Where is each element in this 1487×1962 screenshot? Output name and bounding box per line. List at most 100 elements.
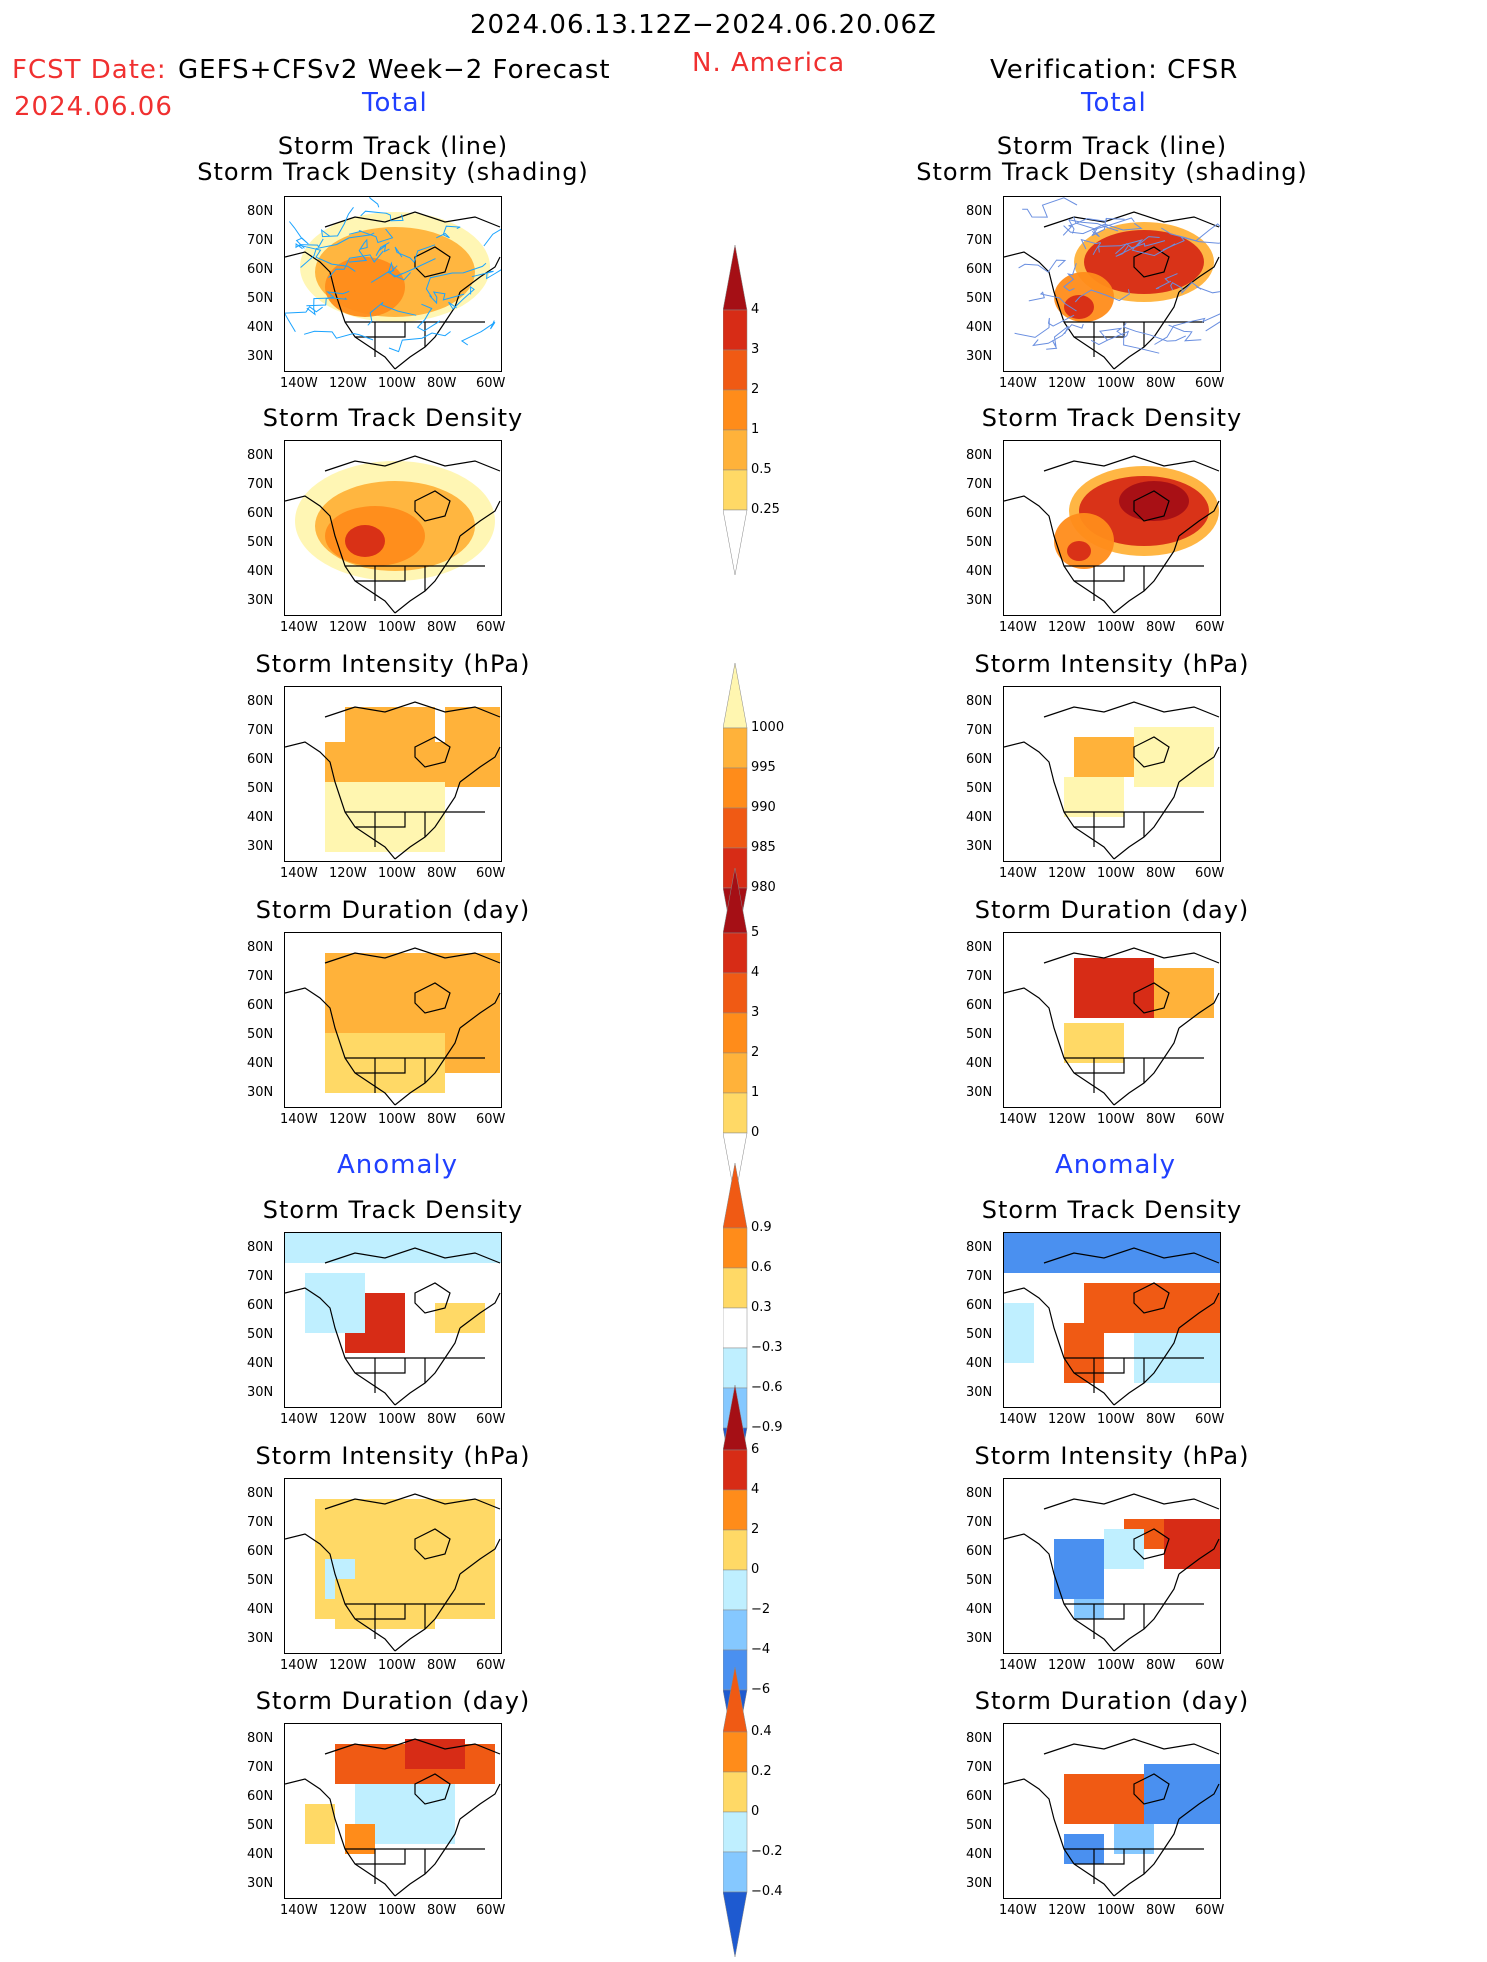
lon-tick-label: 140W	[999, 1412, 1037, 1427]
lat-tick-label: 60N	[247, 1544, 274, 1559]
coastline	[1113, 291, 1180, 370]
colorbar-segment	[723, 1012, 748, 1054]
lat-tick-label: 40N	[247, 564, 274, 579]
colorbar-segment	[723, 1162, 748, 1229]
lat-tick-label: 30N	[247, 839, 274, 854]
lon-tick-label: 140W	[999, 376, 1037, 391]
lon-tick-label: 140W	[280, 376, 318, 391]
lat-tick-label: 50N	[966, 535, 993, 550]
panel-title: Storm Intensity (hPa)	[255, 1442, 531, 1470]
storm-track-line	[348, 228, 394, 244]
storm-track-line	[1073, 216, 1125, 237]
verification-label: Verification: CFSR	[990, 55, 1239, 85]
coastline	[355, 566, 426, 601]
storm-track-line	[375, 242, 390, 256]
coastline	[355, 812, 426, 847]
coastline	[324, 455, 501, 472]
colorbar-tick-label: 1	[751, 1085, 760, 1100]
coastline	[355, 1604, 426, 1639]
storm-track-line	[328, 250, 384, 279]
lon-tick-label: 100W	[1097, 376, 1135, 391]
lat-tick-label: 40N	[247, 810, 274, 825]
lon-tick-label: 80W	[1146, 376, 1176, 391]
panel-title: Storm Track Density	[981, 1196, 1243, 1224]
colorbar-tick-label: 1000	[751, 720, 785, 735]
density-colorbar	[723, 244, 748, 576]
coastline	[1178, 746, 1220, 783]
lat-tick-label: 70N	[247, 1269, 274, 1284]
lat-tick-label: 30N	[247, 1385, 274, 1400]
colorbar-tick-label: −6	[751, 1682, 771, 1697]
storm-track-line	[1080, 238, 1102, 256]
coastline	[1043, 1247, 1220, 1264]
lat-tick-label: 70N	[966, 723, 993, 738]
lon-tick-label: 80W	[427, 376, 457, 391]
coastline	[1133, 736, 1170, 768]
density-shade	[1067, 541, 1091, 561]
colorbar-segment	[723, 1609, 748, 1651]
coastline	[1113, 1573, 1180, 1652]
lon-tick-label: 140W	[999, 1658, 1037, 1673]
lat-tick-label: 30N	[966, 1085, 993, 1100]
lon-tick-label: 100W	[1097, 1412, 1135, 1427]
storm-track-line	[1063, 222, 1143, 235]
lon-tick-label: 100W	[378, 1412, 416, 1427]
colorbar-tick-label: 985	[751, 840, 776, 855]
coastline	[394, 1818, 461, 1897]
colorbar-tick-label: −0.4	[751, 1884, 783, 1899]
lon-tick-label: 100W	[378, 1112, 416, 1127]
storm-track-line	[303, 330, 374, 341]
lat-tick-label: 30N	[966, 839, 993, 854]
lon-tick-label: 140W	[280, 866, 318, 881]
coastline	[324, 1738, 501, 1755]
colorbar-segment	[723, 389, 748, 431]
storm-track-line	[394, 244, 436, 264]
coastline	[414, 982, 451, 1014]
grid-cell-shade	[1134, 727, 1214, 787]
storm-track-line	[483, 228, 501, 247]
lon-tick-label: 140W	[999, 866, 1037, 881]
lon-tick-label: 60W	[1195, 866, 1225, 881]
coastline	[414, 246, 451, 278]
storm-track-line	[348, 238, 368, 263]
lon-tick-label: 80W	[427, 620, 457, 635]
colorbar-segment	[723, 509, 748, 576]
coastline	[1133, 1773, 1170, 1805]
coastline	[394, 781, 461, 860]
lat-tick-label: 40N	[966, 810, 993, 825]
grid-cell-shade	[1104, 1529, 1144, 1569]
lat-tick-label: 70N	[247, 1515, 274, 1530]
grid-cell-shade	[1054, 1539, 1104, 1599]
panel-title: Storm Track Density	[981, 404, 1243, 432]
colorbar-segment	[723, 1811, 748, 1853]
forecast-map-panel	[284, 932, 502, 1108]
storm-track-line	[1074, 289, 1130, 303]
lat-tick-label: 70N	[247, 233, 274, 248]
coastline	[355, 322, 426, 357]
colorbar-segment	[723, 1267, 748, 1309]
storm-track-line	[1196, 286, 1220, 294]
panel-title: Storm Track Density (shading)	[197, 158, 589, 186]
lat-tick-label: 50N	[966, 1818, 993, 1833]
forecast-map-panel	[284, 1232, 502, 1408]
lat-tick-label: 40N	[966, 320, 993, 335]
colorbar-tick-label: 0.4	[751, 1724, 772, 1739]
storm-track-line	[460, 320, 496, 346]
lat-tick-label: 40N	[247, 320, 274, 335]
colorbar-tick-label: 990	[751, 800, 776, 815]
colorbar-tick-label: 4	[751, 302, 760, 317]
lon-tick-label: 60W	[476, 1112, 506, 1127]
lat-tick-label: 60N	[966, 1544, 993, 1559]
storm-track-line	[367, 302, 417, 326]
lat-tick-label: 80N	[966, 940, 993, 955]
storm-track-line	[360, 210, 404, 222]
lat-tick-label: 80N	[966, 1486, 993, 1501]
colorbar-tick-label: 5	[751, 925, 760, 940]
anomaly-left-label: Anomaly	[337, 1150, 459, 1180]
coastline	[355, 1358, 426, 1393]
storm-track-line	[471, 269, 501, 280]
lon-tick-label: 80W	[427, 866, 457, 881]
lat-tick-label: 70N	[966, 1515, 993, 1530]
model-label: GEFS+CFSv2 Week−2 Forecast	[178, 55, 611, 85]
lon-tick-label: 60W	[476, 1412, 506, 1427]
